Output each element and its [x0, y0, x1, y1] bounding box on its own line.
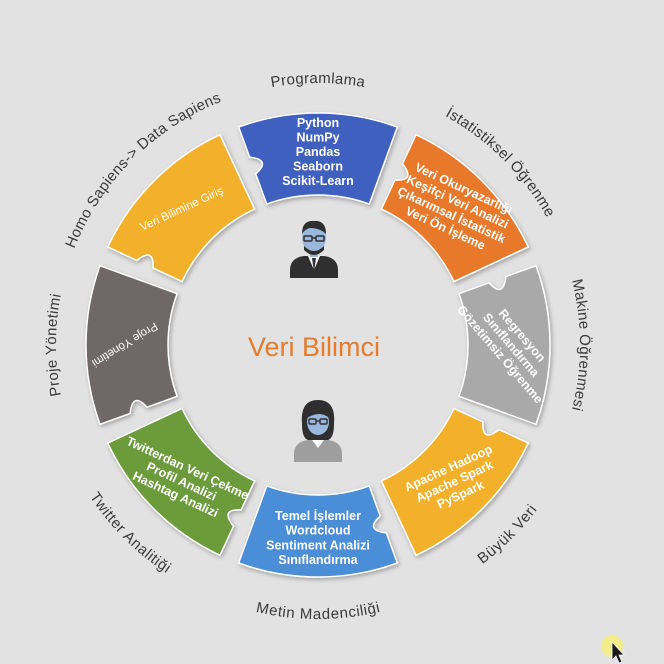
outer-label-text-buyukveri: Büyük Veri	[474, 501, 540, 567]
segment-line-programlama: Pandas	[296, 145, 341, 159]
data-scientist-woman-icon	[294, 400, 342, 462]
segment-shape-metin	[237, 484, 399, 578]
segment-shape-proje	[85, 264, 179, 426]
segment-shape-giris	[106, 133, 256, 283]
segment-line-programlama: Seaborn	[293, 160, 343, 174]
segment-giris: Veri Bilimine Giriş	[106, 133, 256, 283]
outer-label-buyukveri: Büyük Veri	[474, 501, 540, 567]
segment-text-metin: Temel İşlemler Wordcloud Sentiment Analizi…	[266, 508, 370, 567]
outer-label-programlama: Programlama	[269, 70, 366, 91]
segment-line-programlama: Scikit-Learn	[282, 174, 354, 188]
segments-layer: Veri Bilimine Giriş Python NumPy Pandas Seab…	[85, 112, 551, 578]
segment-text-programlama: Python NumPy Pandas Seaborn Scikit-Learn	[282, 116, 354, 188]
segment-programlama: Python NumPy Pandas Seaborn Scikit-Learn	[237, 112, 399, 206]
segment-line-programlama: Python	[297, 116, 339, 130]
segment-shape-istatistik	[380, 133, 530, 283]
outer-label-text-proje: Proje Yönetimi	[43, 292, 65, 398]
center-group: Veri Bilimci	[248, 220, 380, 462]
segment-shape-buyukveri	[380, 407, 530, 557]
segment-istatistik: Veri OkuryazarlığıKeşifçi Veri AnaliziÇı…	[380, 133, 530, 283]
segment-buyukveri: Apache HadoopApache SparkPySpark	[380, 407, 530, 557]
outer-label-metin: Metin Madenciliği	[255, 599, 382, 623]
segment-metin: Temel İşlemler Wordcloud Sentiment Analizi…	[237, 484, 399, 578]
segment-line-programlama: NumPy	[296, 131, 339, 145]
center-title: Veri Bilimci	[248, 332, 380, 362]
segment-line-metin: Sentiment Analizi	[266, 538, 370, 552]
outer-label-proje: Proje Yönetimi	[43, 292, 65, 398]
segment-shape-makine	[457, 264, 551, 426]
segment-shape-twitter	[106, 407, 256, 557]
segment-line-metin: Wordcloud	[285, 524, 350, 538]
data-scientist-man-icon	[290, 220, 338, 278]
outer-label-text-makine: Makine Öğrenmesi	[568, 277, 594, 413]
segment-proje: Proje Yönetimi	[85, 264, 179, 426]
outer-label-text-metin: Metin Madenciliği	[255, 599, 382, 623]
segment-makine: RegresyonSınıflandırmaGözetimsiz Öğrenme	[454, 264, 551, 426]
outer-label-makine: Makine Öğrenmesi	[568, 277, 594, 413]
segment-line-metin: Temel İşlemler	[275, 508, 361, 523]
segment-shape-programlama	[237, 112, 399, 206]
mouse-cursor-icon	[601, 635, 625, 664]
outer-label-text-programlama: Programlama	[269, 70, 366, 91]
segment-line-metin: Sınıflandırma	[278, 553, 358, 567]
